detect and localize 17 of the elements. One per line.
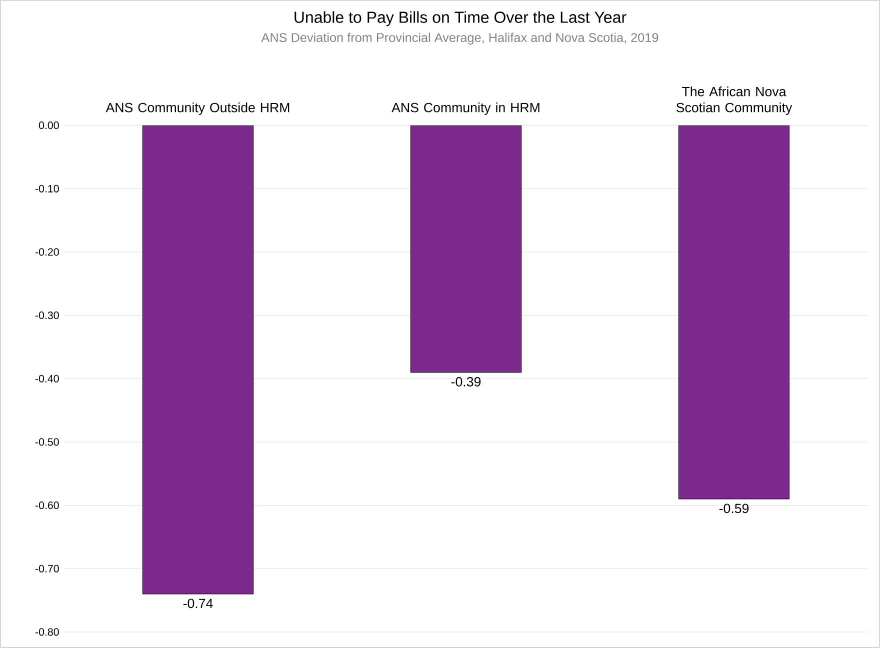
y-tick-label: -0.20 [35,248,59,256]
y-tick-label: -0.40 [35,374,59,382]
y-tick-label: -0.60 [35,502,59,510]
y-tick-label: -0.30 [35,312,59,320]
y-tick-label: 0.00 [38,122,59,130]
chart-title: Unable to Pay Bills on Time Over the Last Year [294,11,626,26]
y-tick-label: -0.50 [35,438,59,446]
y-tick-label: -0.80 [35,628,59,636]
x-tick-label: The African Nova Scotian Community [676,86,792,115]
data-label: -0.39 [451,377,481,386]
data-label: -0.59 [719,504,749,514]
chart-subtitle: ANS Deviation from Provincial Average, Halifax and Nova Scotia, 2019 [261,32,658,45]
x-tick-label: ANS Community in HRM [392,102,540,115]
y-tick-label: -0.70 [35,564,59,572]
y-tick-label: -0.10 [35,184,59,192]
data-label: -0.74 [183,598,213,608]
x-tick-label: ANS Community Outside HRM [106,102,290,115]
